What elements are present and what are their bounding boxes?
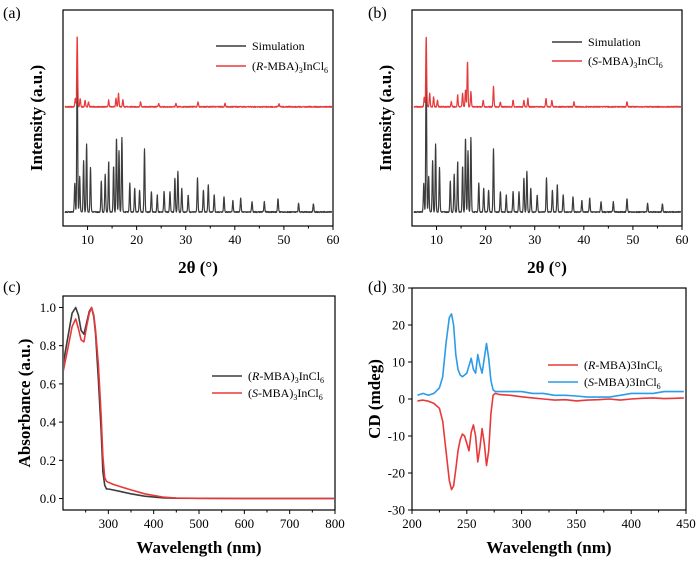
y-axis-label-a: Intensity (a.u.) xyxy=(27,65,46,171)
x-tick-label: 50 xyxy=(277,232,290,247)
legend-label-d-0: (R-MBA)3InCl6 xyxy=(584,358,662,374)
legend-label-a-0: Simulation xyxy=(252,39,305,53)
panel-label-b: (b) xyxy=(368,5,387,22)
panel-b: 10 20 30 40 50 60 (b) Intensity (a.u.) 2θ (°) Sim… xyxy=(368,5,689,277)
x-axis-label-b: 2θ (°) xyxy=(527,258,567,277)
y-tick-label: 0.6 xyxy=(40,376,57,391)
x-tick-label: 60 xyxy=(327,232,340,247)
x-tick-label: 60 xyxy=(676,232,689,247)
x-tick-label: 350 xyxy=(567,516,587,531)
panel-c: 300 400 500 600 700 800 0.0 0.2 0.4 0.6 0.8 1.0 (c) A… xyxy=(3,279,345,557)
legend-label-b-0: Simulation xyxy=(588,35,641,49)
legend-label-c-1: (S-MBA)3InCl6 xyxy=(248,386,323,402)
plot-frame-b xyxy=(411,9,683,227)
x-tick-label: 300 xyxy=(512,516,532,531)
x-tick-label: 40 xyxy=(577,232,590,247)
series-line-a-1 xyxy=(64,36,332,108)
panel-a: 10 20 30 40 50 60 (a) Intensity (a.u.) 2θ (°) Sim… xyxy=(3,5,340,277)
series-line-b-0 xyxy=(413,62,681,214)
x-axis-label-c: Wavelength (nm) xyxy=(136,538,261,557)
x-tick-label: 10 xyxy=(430,232,443,247)
y-tick-label: 30 xyxy=(392,281,405,296)
x-axis-label-a: 2θ (°) xyxy=(178,258,218,277)
x-tick-label: 20 xyxy=(479,232,492,247)
series-line-d-0 xyxy=(417,392,684,491)
x-tick-label: 250 xyxy=(457,516,477,531)
x-tick-label: 400 xyxy=(621,516,641,531)
y-tick-label: 0.0 xyxy=(40,491,56,506)
x-tick-label: 40 xyxy=(228,232,241,247)
series-line-c-1 xyxy=(64,306,334,500)
x-tick-label: 30 xyxy=(179,232,192,247)
x-tick-label: 800 xyxy=(325,516,345,531)
series-line-b-1 xyxy=(413,36,681,108)
panel-label-c: (c) xyxy=(3,279,21,296)
x-axis-label-d: Wavelength (nm) xyxy=(486,538,611,557)
x-tick-label: 30 xyxy=(528,232,541,247)
y-tick-label: 0 xyxy=(399,392,406,407)
x-tick-label: 500 xyxy=(189,516,209,531)
x-tick-label: 200 xyxy=(402,516,422,531)
x-tick-label: 600 xyxy=(235,516,255,531)
panel-label-d: (d) xyxy=(368,279,387,296)
x-tick-label: 700 xyxy=(280,516,300,531)
series-line-a-0 xyxy=(64,62,332,214)
panel-d: 200 250 300 350 400 450 -30 -20 -10 0 10 20 30 (d) CD … xyxy=(365,279,696,557)
y-tick-label: -30 xyxy=(388,503,405,518)
y-tick-label: 0.2 xyxy=(40,453,56,468)
legend-label-d-1: (S-MBA)3InCl6 xyxy=(584,375,661,391)
y-axis-label-c: Absorbance (a.u.) xyxy=(15,339,34,468)
legend-label-b-1: (S-MBA)3InCl6 xyxy=(588,54,663,70)
x-tick-label: 400 xyxy=(144,516,164,531)
x-tick-label: 20 xyxy=(130,232,143,247)
x-tick-label: 50 xyxy=(626,232,639,247)
legend-label-c-0: (R-MBA)3InCl6 xyxy=(248,369,324,385)
y-axis-label-d: CD (mdeg) xyxy=(365,359,384,439)
y-tick-label: 20 xyxy=(392,318,405,333)
y-tick-label: 0.8 xyxy=(40,338,56,353)
x-tick-label: 10 xyxy=(81,232,94,247)
y-tick-label: 0.4 xyxy=(40,415,57,430)
y-tick-label: 10 xyxy=(392,355,405,370)
y-tick-label: 1.0 xyxy=(40,300,56,315)
legend-label-a-1: (R-MBA)3InCl6 xyxy=(252,59,328,75)
y-tick-label: -20 xyxy=(388,466,405,481)
plot-frame-a xyxy=(62,9,334,227)
y-axis-label-b: Intensity (a.u.) xyxy=(376,65,395,171)
series-line-d-1 xyxy=(417,313,684,398)
x-tick-label: 300 xyxy=(99,516,119,531)
x-tick-label: 450 xyxy=(676,516,696,531)
y-tick-label: -10 xyxy=(388,429,405,444)
panel-label-a: (a) xyxy=(3,5,21,22)
